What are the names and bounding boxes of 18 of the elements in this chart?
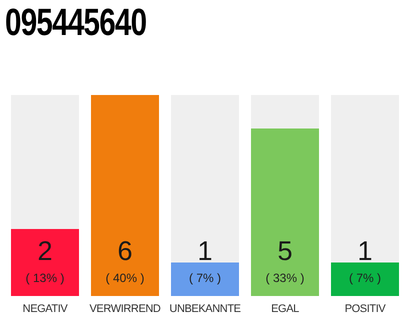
- data-label: 1: [197, 236, 213, 266]
- annotation: ( 13% ): [26, 271, 64, 285]
- x-tick-label: VERWIRREND: [90, 302, 161, 315]
- data-label: 1: [357, 236, 373, 266]
- annotation: ( 33% ): [266, 271, 304, 285]
- x-tick-label: POSITIV: [344, 302, 386, 315]
- annotation: ( 40% ): [106, 271, 144, 285]
- annotation: ( 7% ): [188, 271, 222, 285]
- x-tick-label: NEGATIV: [22, 302, 68, 315]
- x-tick-label: UNBEKANNTE: [169, 302, 241, 315]
- data-label: 6: [117, 236, 133, 266]
- bar: [331, 262, 399, 296]
- x-tick-label: EGAL: [271, 302, 300, 315]
- data-label: 5: [277, 236, 293, 266]
- chart-title: 095445640: [5, 2, 146, 45]
- bar: [171, 262, 239, 296]
- annotation: ( 7% ): [348, 271, 382, 285]
- data-label: 2: [37, 236, 53, 266]
